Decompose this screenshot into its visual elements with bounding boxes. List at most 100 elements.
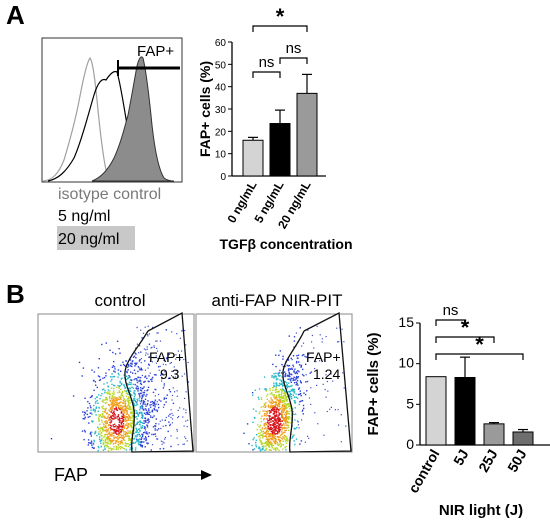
flow-dot [124,439,126,442]
flow-dot [289,373,291,375]
flow-dot [264,442,266,444]
flow-dot [142,425,144,427]
flow-dot [252,449,254,451]
flow-dot [135,423,137,426]
flow-dot [272,440,275,442]
flow-dot [266,444,268,446]
flow-dot [276,406,279,409]
flow-dot [140,369,142,371]
flow-dot [101,416,103,418]
flow-dot [97,375,100,377]
flow-dot [288,378,290,380]
flow-dot [168,389,171,391]
flow-dot [119,397,122,400]
flow-dot [286,427,288,429]
flow-dot [161,419,163,421]
flow-dot [98,420,100,422]
flow-dot [270,399,273,401]
flow-dot [142,402,145,404]
flow-dot [289,416,291,419]
flow-dot [278,439,280,441]
flow-dot [109,408,112,410]
flow-dot [295,378,297,380]
flow-dot [128,439,130,442]
flow-dot [308,437,310,439]
flow-dot [133,397,136,400]
flow-dot [118,431,120,433]
flow-dot [109,410,111,412]
flow-dot [281,381,283,383]
flow-dot [103,415,105,417]
flow-dot [104,445,106,447]
flow-dot [127,443,129,445]
flow-dot [288,403,290,405]
flow-dot [164,438,166,440]
flow-dot [117,404,119,406]
flow-dot [293,346,295,348]
flow-dot [140,358,142,360]
category-label: 25J [475,447,501,475]
flow-dot [113,429,115,431]
flow-dot [123,427,125,429]
flow-dot [275,354,277,356]
flow-dot [137,414,139,416]
flow-dot [291,388,294,390]
flow-dot [262,448,264,450]
flow-dot [269,402,271,404]
flow-dot [135,363,137,365]
flow-dot [268,434,271,436]
flow-dot [274,410,276,412]
flow-dot [87,416,89,418]
flow-dot [273,394,275,396]
flow-dot [125,449,128,451]
flow-dot [284,407,287,410]
flow-dot [150,449,152,451]
flow-dot [98,394,100,396]
flow-dot [282,408,284,410]
flow-dot [114,431,117,433]
flow-dot [251,392,254,394]
flow-dot [264,404,266,406]
flow-dot [270,408,273,411]
flow-dot [277,419,279,422]
flow-dot [276,382,278,385]
flow-dot [127,397,129,400]
flow-dot [179,407,181,409]
flow-dot [265,427,267,429]
flow-dot [87,407,89,409]
flow-dot [275,379,278,381]
flow-dot [98,438,101,440]
flow-dot [124,409,126,412]
flow-dot [136,439,139,442]
flow-dot [163,404,166,406]
flow-dot [115,407,117,410]
flow-dot [138,441,141,443]
flow-dot [298,370,300,373]
flow-dot [156,332,158,334]
flow-dot [111,432,114,435]
flow-dot [284,431,286,434]
flow-dot [167,354,169,356]
flow-dot [147,422,149,424]
flow-dot [283,389,285,391]
flow-dot [102,399,104,401]
flow-dot [108,447,110,450]
flow-dot [143,438,145,440]
flow-dot [282,358,284,360]
flow-dot [121,391,124,394]
flow-dot [273,412,275,415]
flow-dot [115,405,117,408]
flow-dot [272,400,274,403]
flow-dot [121,418,124,420]
flow-dot [279,413,281,415]
flow-dot [274,429,276,431]
flow-dot [135,387,138,389]
flow-dot [262,434,264,436]
flow-dot [147,334,149,336]
flow-dot [285,442,288,444]
flow-dot [293,340,296,342]
flow-dot [273,410,275,413]
flow-dot [131,415,134,417]
flow-dot [296,379,299,382]
